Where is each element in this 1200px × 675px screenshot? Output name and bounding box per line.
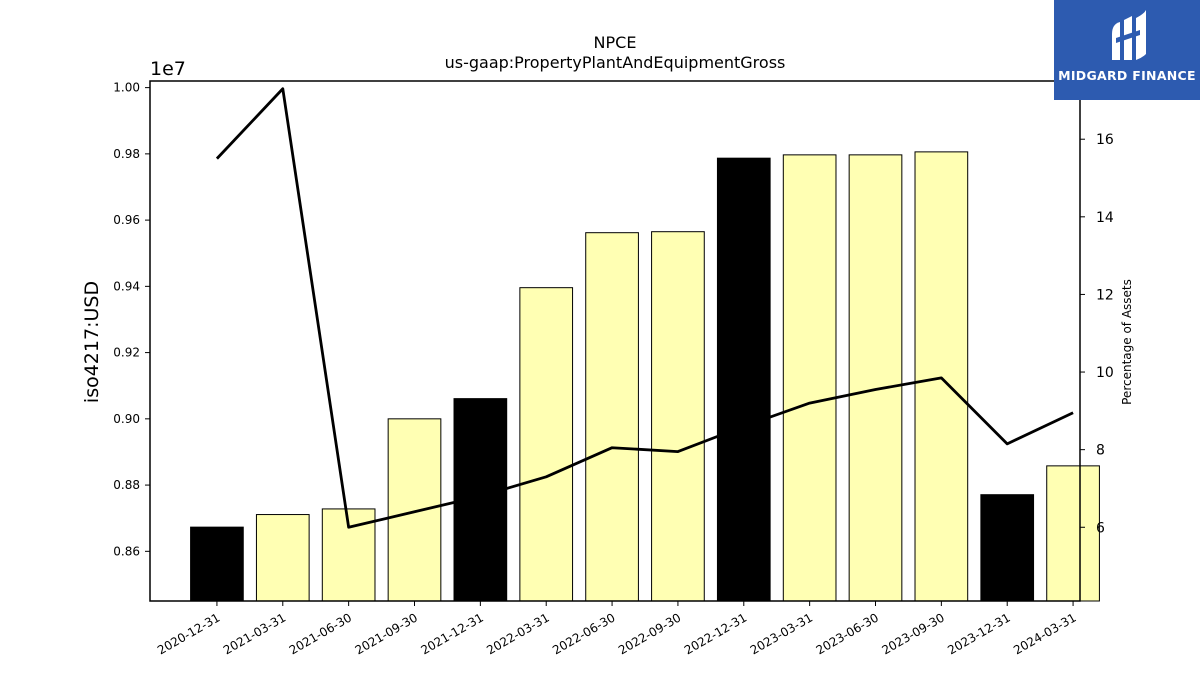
chart-subtitle: us-gaap:PropertyPlantAndEquipmentGross	[445, 53, 786, 72]
y-tick-label: 0.86	[113, 544, 140, 558]
y-tick-label: 0.98	[113, 147, 140, 161]
bar	[716, 157, 771, 602]
y-offset-label: 1e7	[150, 58, 186, 80]
plot-frame	[149, 80, 1081, 602]
x-tick-label: 2021-06-30	[287, 610, 354, 657]
logo-text: MIDGARD FINANCE	[1058, 68, 1196, 83]
bar	[519, 287, 574, 602]
y2-tick-label: 12	[1096, 287, 1114, 303]
bar	[1046, 465, 1100, 602]
y2-tick-label: 8	[1096, 443, 1105, 459]
y-tick-label: 0.92	[113, 346, 140, 360]
y-tick-label: 1.00	[113, 81, 140, 95]
bar	[914, 151, 969, 602]
x-tick-label: 2022-03-31	[484, 610, 551, 657]
series-line	[215, 87, 1074, 529]
y2-tick-label: 10	[1096, 365, 1114, 381]
x-tick-label: 2024-03-31	[1011, 610, 1078, 657]
x-tick-label: 2020-12-31	[155, 610, 222, 657]
bar	[782, 154, 837, 602]
bar	[651, 231, 705, 602]
bar	[848, 154, 903, 602]
bar-series	[190, 151, 1100, 602]
y-tick-label: 0.90	[113, 412, 140, 426]
y-tick-label: 0.96	[113, 213, 140, 227]
x-tick-label: 2022-12-31	[682, 610, 749, 657]
y2-tick-label: 16	[1096, 132, 1114, 148]
y2-tick-label: 14	[1096, 210, 1114, 226]
y2-tick-label: 6	[1096, 520, 1105, 536]
bar	[190, 526, 244, 602]
x-tick-label: 2022-09-30	[616, 610, 683, 657]
chart-title: NPCE	[594, 33, 637, 52]
bar	[585, 232, 639, 602]
x-tick-label: 2023-09-30	[879, 610, 946, 657]
x-tick-label: 2021-03-31	[221, 610, 288, 657]
x-tick-label: 2021-09-30	[353, 610, 420, 657]
x-tick-label: 2023-12-31	[945, 610, 1012, 657]
brand-logo: MIDGARD FINANCE	[1054, 0, 1200, 100]
y-tick-label: 0.88	[113, 478, 140, 492]
y-axis-label: iso4217:USD	[81, 281, 103, 403]
y-tick-label: 0.94	[113, 279, 140, 293]
y2-axis-label: Percentage of Assets	[1120, 279, 1134, 405]
bar	[980, 494, 1035, 602]
line-series	[215, 87, 1074, 529]
bar	[255, 514, 310, 602]
bar	[387, 418, 442, 602]
x-tick-label: 2022-06-30	[550, 610, 617, 657]
x-tick-label: 2023-06-30	[814, 610, 881, 657]
x-tick-label: 2021-12-31	[418, 610, 485, 657]
logo-mark-icon	[1112, 10, 1146, 60]
x-tick-label: 2023-03-31	[748, 610, 815, 657]
